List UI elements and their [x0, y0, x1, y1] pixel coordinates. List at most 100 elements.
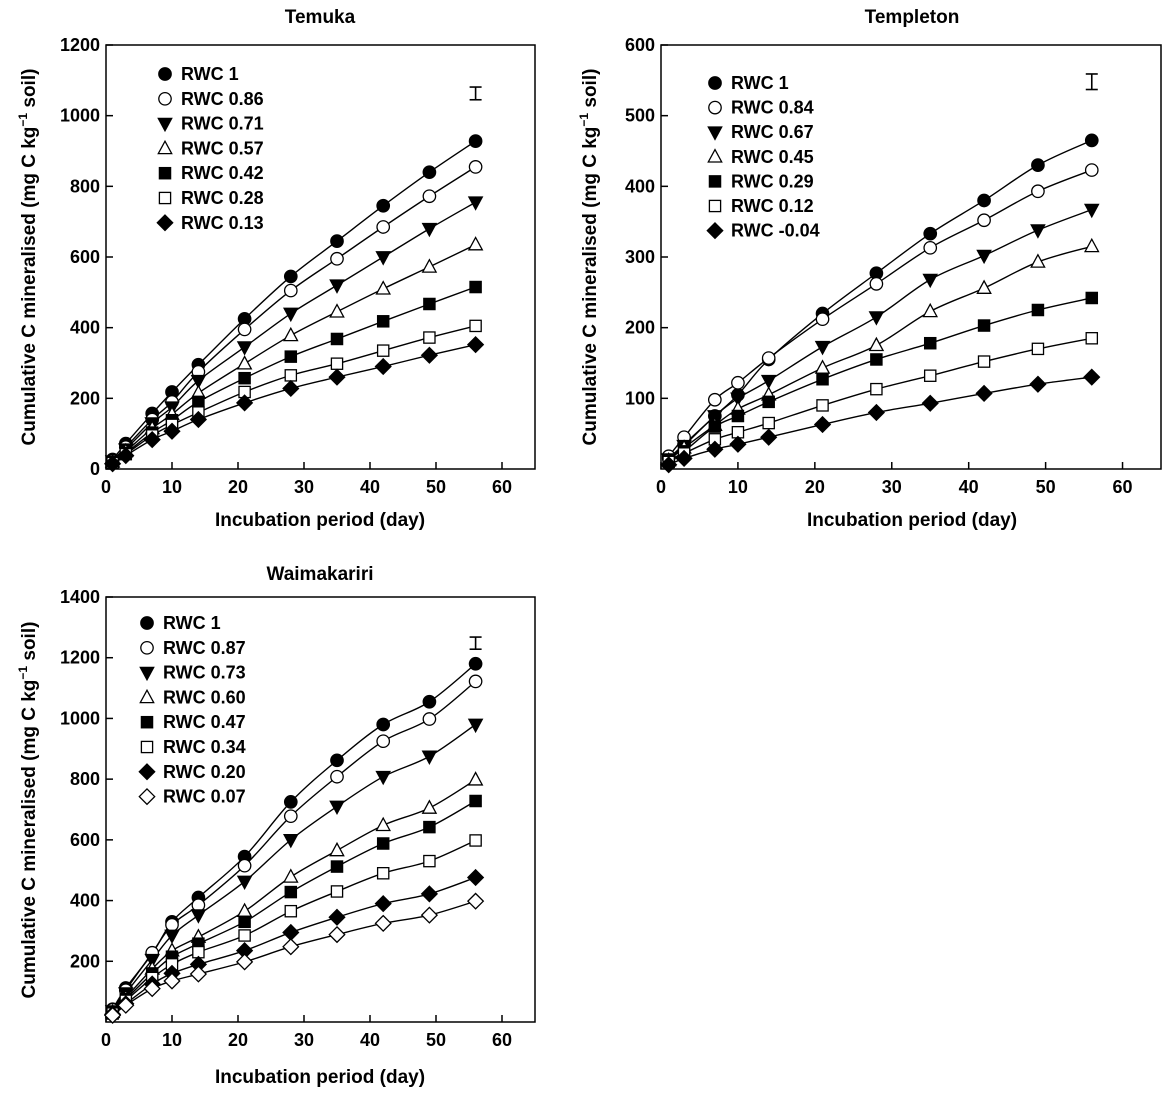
legend-marker [138, 763, 156, 781]
x-tick-label: 60 [492, 477, 512, 497]
legend-marker [708, 100, 722, 115]
data-point [330, 769, 344, 784]
y-axis-label-main: Cumulative C mineralised (mg C kg [19, 127, 40, 446]
data-point [870, 353, 883, 366]
data-point [469, 794, 482, 808]
data-point [1085, 332, 1099, 345]
data-point [237, 858, 252, 873]
data-point [869, 277, 884, 291]
y-axis-label-sup: −1 [577, 113, 591, 127]
data-point [330, 251, 344, 266]
data-point [376, 734, 391, 749]
data-point [423, 297, 436, 311]
data-point [976, 249, 992, 265]
data-point [164, 929, 180, 945]
legend-label: RWC 0.71 [181, 114, 264, 134]
data-point [421, 750, 438, 765]
error-bar [1085, 73, 1098, 91]
y-tick-label: 400 [70, 318, 100, 338]
data-point [1084, 133, 1099, 148]
y-tick-label: 400 [625, 176, 655, 196]
legend-marker [707, 148, 723, 163]
legend-marker [158, 91, 172, 106]
x-axis-label: Incubation period (day) [215, 510, 425, 531]
data-point [708, 420, 722, 433]
data-point [467, 718, 484, 734]
y-tick-label: 800 [70, 176, 100, 196]
data-point [375, 816, 391, 832]
y-axis-label-main: Cumulative C mineralised (mg C kg [19, 680, 40, 999]
data-point [330, 860, 344, 873]
y-axis-label-main: Cumulative C mineralised (mg C kg [580, 127, 601, 446]
x-tick-label: 40 [360, 477, 380, 497]
data-point [422, 694, 437, 709]
y-axis-label-sup: −1 [16, 666, 30, 680]
x-tick-label: 30 [294, 477, 314, 497]
data-point [376, 315, 390, 328]
panel-templeton: Templeton Incubation period (day) Cumula… [577, 7, 1162, 531]
data-point [760, 428, 778, 446]
x-tick-label: 0 [656, 477, 666, 497]
data-point [283, 269, 298, 284]
data-point [236, 341, 253, 356]
y-tick-label: 0 [90, 459, 100, 479]
y-axis-label-end: soil) [19, 622, 40, 666]
data-point [330, 332, 344, 346]
data-point [1083, 368, 1101, 386]
legend-label: RWC 0.13 [181, 213, 264, 233]
data-point [283, 868, 299, 883]
data-point [923, 369, 937, 382]
data-point [1030, 224, 1046, 239]
y-tick-label: 200 [70, 951, 100, 971]
y-axis-label: Cumulative C mineralised (mg C kg−1 soil… [16, 69, 40, 446]
y-tick-label: 300 [625, 247, 655, 267]
legend-label: RWC 1 [731, 73, 789, 93]
data-point [469, 834, 482, 847]
legend-marker [158, 166, 172, 180]
x-tick-label: 60 [492, 1030, 512, 1050]
data-point [189, 410, 208, 429]
data-point [467, 771, 484, 786]
legend-label: RWC 0.73 [163, 663, 246, 683]
legend-label: RWC 1 [163, 613, 221, 633]
data-point [423, 331, 436, 344]
data-point [923, 336, 937, 350]
data-point [761, 351, 776, 365]
data-point [421, 258, 438, 273]
legend-label: RWC 0.67 [731, 122, 814, 142]
data-point [762, 416, 775, 430]
legend-marker [138, 787, 156, 806]
data-point [468, 656, 483, 671]
legend: RWC 1 RWC 0.86 RWC 0.71 RWC 0.57 RWC 0.42 RWC… [156, 64, 264, 233]
legend-label: RWC 0.60 [163, 687, 246, 707]
data-point [1029, 375, 1047, 393]
y-axis-label-end: soil) [580, 69, 601, 113]
legend-marker [706, 221, 724, 240]
data-point [1030, 253, 1046, 268]
data-point [1031, 342, 1045, 356]
panel-title: Temuka [285, 7, 356, 28]
y-tick-label: 100 [625, 388, 655, 408]
x-tick-label: 20 [805, 477, 825, 497]
legend-marker [708, 199, 722, 213]
legend-label: RWC 0.12 [731, 196, 814, 216]
data-point [283, 326, 299, 342]
legend-label: RWC 0.86 [181, 89, 264, 109]
x-tick-label: 50 [426, 477, 446, 497]
data-point [103, 455, 122, 473]
y-tick-label: 500 [625, 106, 655, 126]
data-point [189, 965, 208, 983]
data-point [423, 854, 436, 868]
data-point [282, 379, 300, 398]
legend-label: RWC 0.34 [163, 737, 246, 757]
y-tick-label: 200 [625, 318, 655, 338]
y-axis-label: Cumulative C mineralised (mg C kg−1 soil… [16, 622, 40, 999]
data-point [977, 355, 991, 368]
data-point [375, 770, 391, 786]
data-point [922, 302, 939, 318]
data-point [466, 892, 485, 910]
data-point [731, 375, 745, 390]
data-point [283, 283, 298, 298]
data-point [328, 925, 346, 944]
x-tick-label: 60 [1113, 477, 1133, 497]
